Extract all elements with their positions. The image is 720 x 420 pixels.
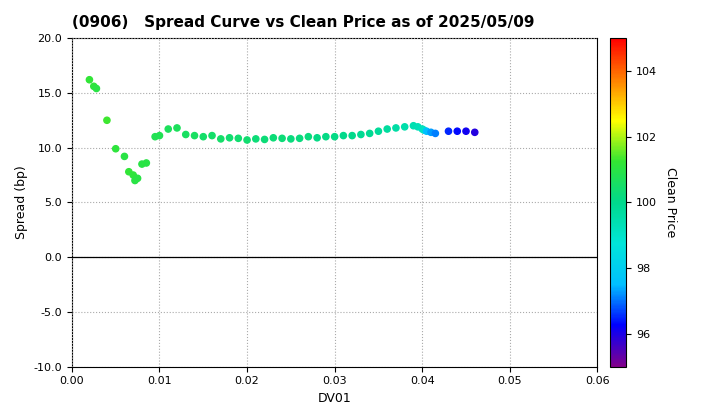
Point (355, 131, 366, 138)
Point (171, 125, 183, 131)
Point (469, 129, 480, 136)
Point (443, 128, 454, 134)
Point (233, 135, 244, 142)
Point (276, 135, 288, 142)
Point (154, 132, 166, 139)
Point (420, 128, 432, 134)
Point (250, 136, 261, 142)
Point (460, 128, 472, 134)
Point (451, 128, 463, 134)
Point (84, 76, 95, 83)
Point (123, 168, 135, 175)
Point (197, 133, 209, 140)
Point (88, 83, 99, 89)
Y-axis label: Spread (bp): Spread (bp) (15, 165, 28, 239)
Point (206, 132, 217, 139)
Point (102, 117, 113, 123)
Point (412, 123, 423, 130)
Point (382, 126, 393, 132)
Point (132, 175, 143, 182)
Point (119, 153, 130, 160)
Point (346, 132, 358, 139)
Point (189, 132, 200, 139)
Point (399, 123, 410, 130)
Point (302, 133, 314, 140)
Point (320, 133, 332, 140)
Point (285, 136, 297, 142)
Point (430, 130, 441, 137)
Point (110, 145, 122, 152)
Y-axis label: Clean Price: Clean Price (664, 167, 677, 238)
Point (136, 161, 148, 168)
Point (129, 177, 140, 184)
Point (163, 126, 174, 132)
Point (294, 135, 305, 142)
Text: (0906)   Spread Curve vs Clean Price as of 2025/05/09: (0906) Spread Curve vs Clean Price as of… (72, 15, 534, 30)
Point (127, 172, 139, 178)
Point (364, 130, 375, 137)
Point (180, 131, 192, 138)
Point (91, 85, 102, 92)
Point (140, 160, 152, 166)
Point (408, 122, 419, 129)
Point (224, 134, 235, 141)
Point (426, 129, 437, 136)
Point (373, 128, 384, 134)
Point (268, 134, 279, 141)
Point (149, 133, 161, 140)
Point (338, 132, 349, 139)
Point (416, 126, 428, 132)
Point (215, 136, 227, 142)
Point (311, 134, 323, 141)
Point (418, 127, 430, 134)
X-axis label: DV01: DV01 (318, 392, 351, 405)
Point (241, 136, 253, 143)
Point (390, 125, 402, 131)
Point (258, 136, 270, 143)
Point (329, 133, 341, 140)
